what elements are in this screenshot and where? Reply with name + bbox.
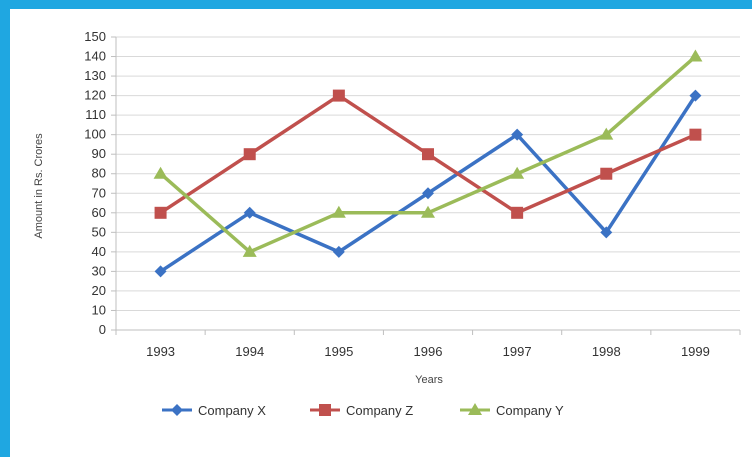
x-tick-label: 1996 <box>414 344 443 359</box>
data-point <box>331 205 346 218</box>
data-point <box>600 167 613 180</box>
series-company-x <box>154 89 702 278</box>
data-point <box>422 148 434 161</box>
y-axis-ticks: 0 10 20 30 40 50 60 70 80 90 100 110 120 130 140 150 <box>84 29 116 337</box>
legend-item: Company Y <box>460 403 564 418</box>
data-point <box>421 205 435 218</box>
y-tick-label: 30 <box>92 263 106 278</box>
data-point <box>688 49 703 62</box>
data-point <box>422 187 434 200</box>
data-point <box>510 166 525 179</box>
y-tick-label: 120 <box>84 88 106 103</box>
data-point <box>332 89 345 102</box>
y-tick-label: 130 <box>84 68 106 83</box>
data-point <box>243 206 256 219</box>
x-tick-label: 1999 <box>681 344 710 359</box>
data-point <box>511 128 524 141</box>
legend-label: Company Z <box>346 403 413 418</box>
x-tick-label: 1998 <box>592 344 621 359</box>
series-company-z <box>154 89 702 219</box>
data-point <box>243 148 256 161</box>
y-tick-label: 150 <box>84 29 106 44</box>
y-tick-label: 100 <box>84 127 106 142</box>
y-tick-label: 70 <box>92 185 106 200</box>
y-tick-label: 10 <box>92 302 106 317</box>
legend-item: Company X <box>162 403 266 418</box>
data-point <box>511 206 524 219</box>
legend-label: Company Y <box>496 403 564 418</box>
y-tick-label: 80 <box>92 166 106 181</box>
data-point <box>242 244 257 257</box>
data-point <box>332 245 345 258</box>
y-tick-label: 0 <box>99 322 106 337</box>
y-tick-label: 140 <box>84 49 106 64</box>
data-point <box>689 128 702 141</box>
data-point <box>153 166 168 179</box>
y-tick-label: 40 <box>92 244 106 259</box>
legend-item: Company Z <box>310 403 413 418</box>
x-tick-label: 1997 <box>503 344 532 359</box>
y-axis-title: Amount in Rs. Crores <box>33 133 45 239</box>
legend-label: Company X <box>198 403 266 418</box>
data-point <box>599 127 614 140</box>
y-tick-label: 20 <box>92 283 106 298</box>
legend-marker <box>171 404 183 416</box>
x-tick-label: 1995 <box>324 344 353 359</box>
y-tick-label: 110 <box>85 107 106 122</box>
x-tick-label: 1993 <box>146 344 175 359</box>
series-company-y <box>153 49 703 257</box>
data-point <box>154 206 167 219</box>
data-point <box>154 265 167 278</box>
y-tick-label: 90 <box>92 146 106 161</box>
legend-marker <box>319 404 331 416</box>
legend: Company X Company Z Company Y <box>162 403 564 418</box>
y-tick-label: 60 <box>92 205 106 220</box>
data-point <box>600 226 613 239</box>
x-axis-title: Years <box>415 374 443 386</box>
data-point <box>689 89 702 102</box>
y-tick-label: 50 <box>92 224 106 239</box>
legend-marker <box>468 403 482 415</box>
x-tick-label: 1994 <box>235 344 264 359</box>
x-axis-ticks: 1993 1994 1995 1996 1997 1998 1999 <box>115 330 741 359</box>
series-layer <box>153 49 703 278</box>
